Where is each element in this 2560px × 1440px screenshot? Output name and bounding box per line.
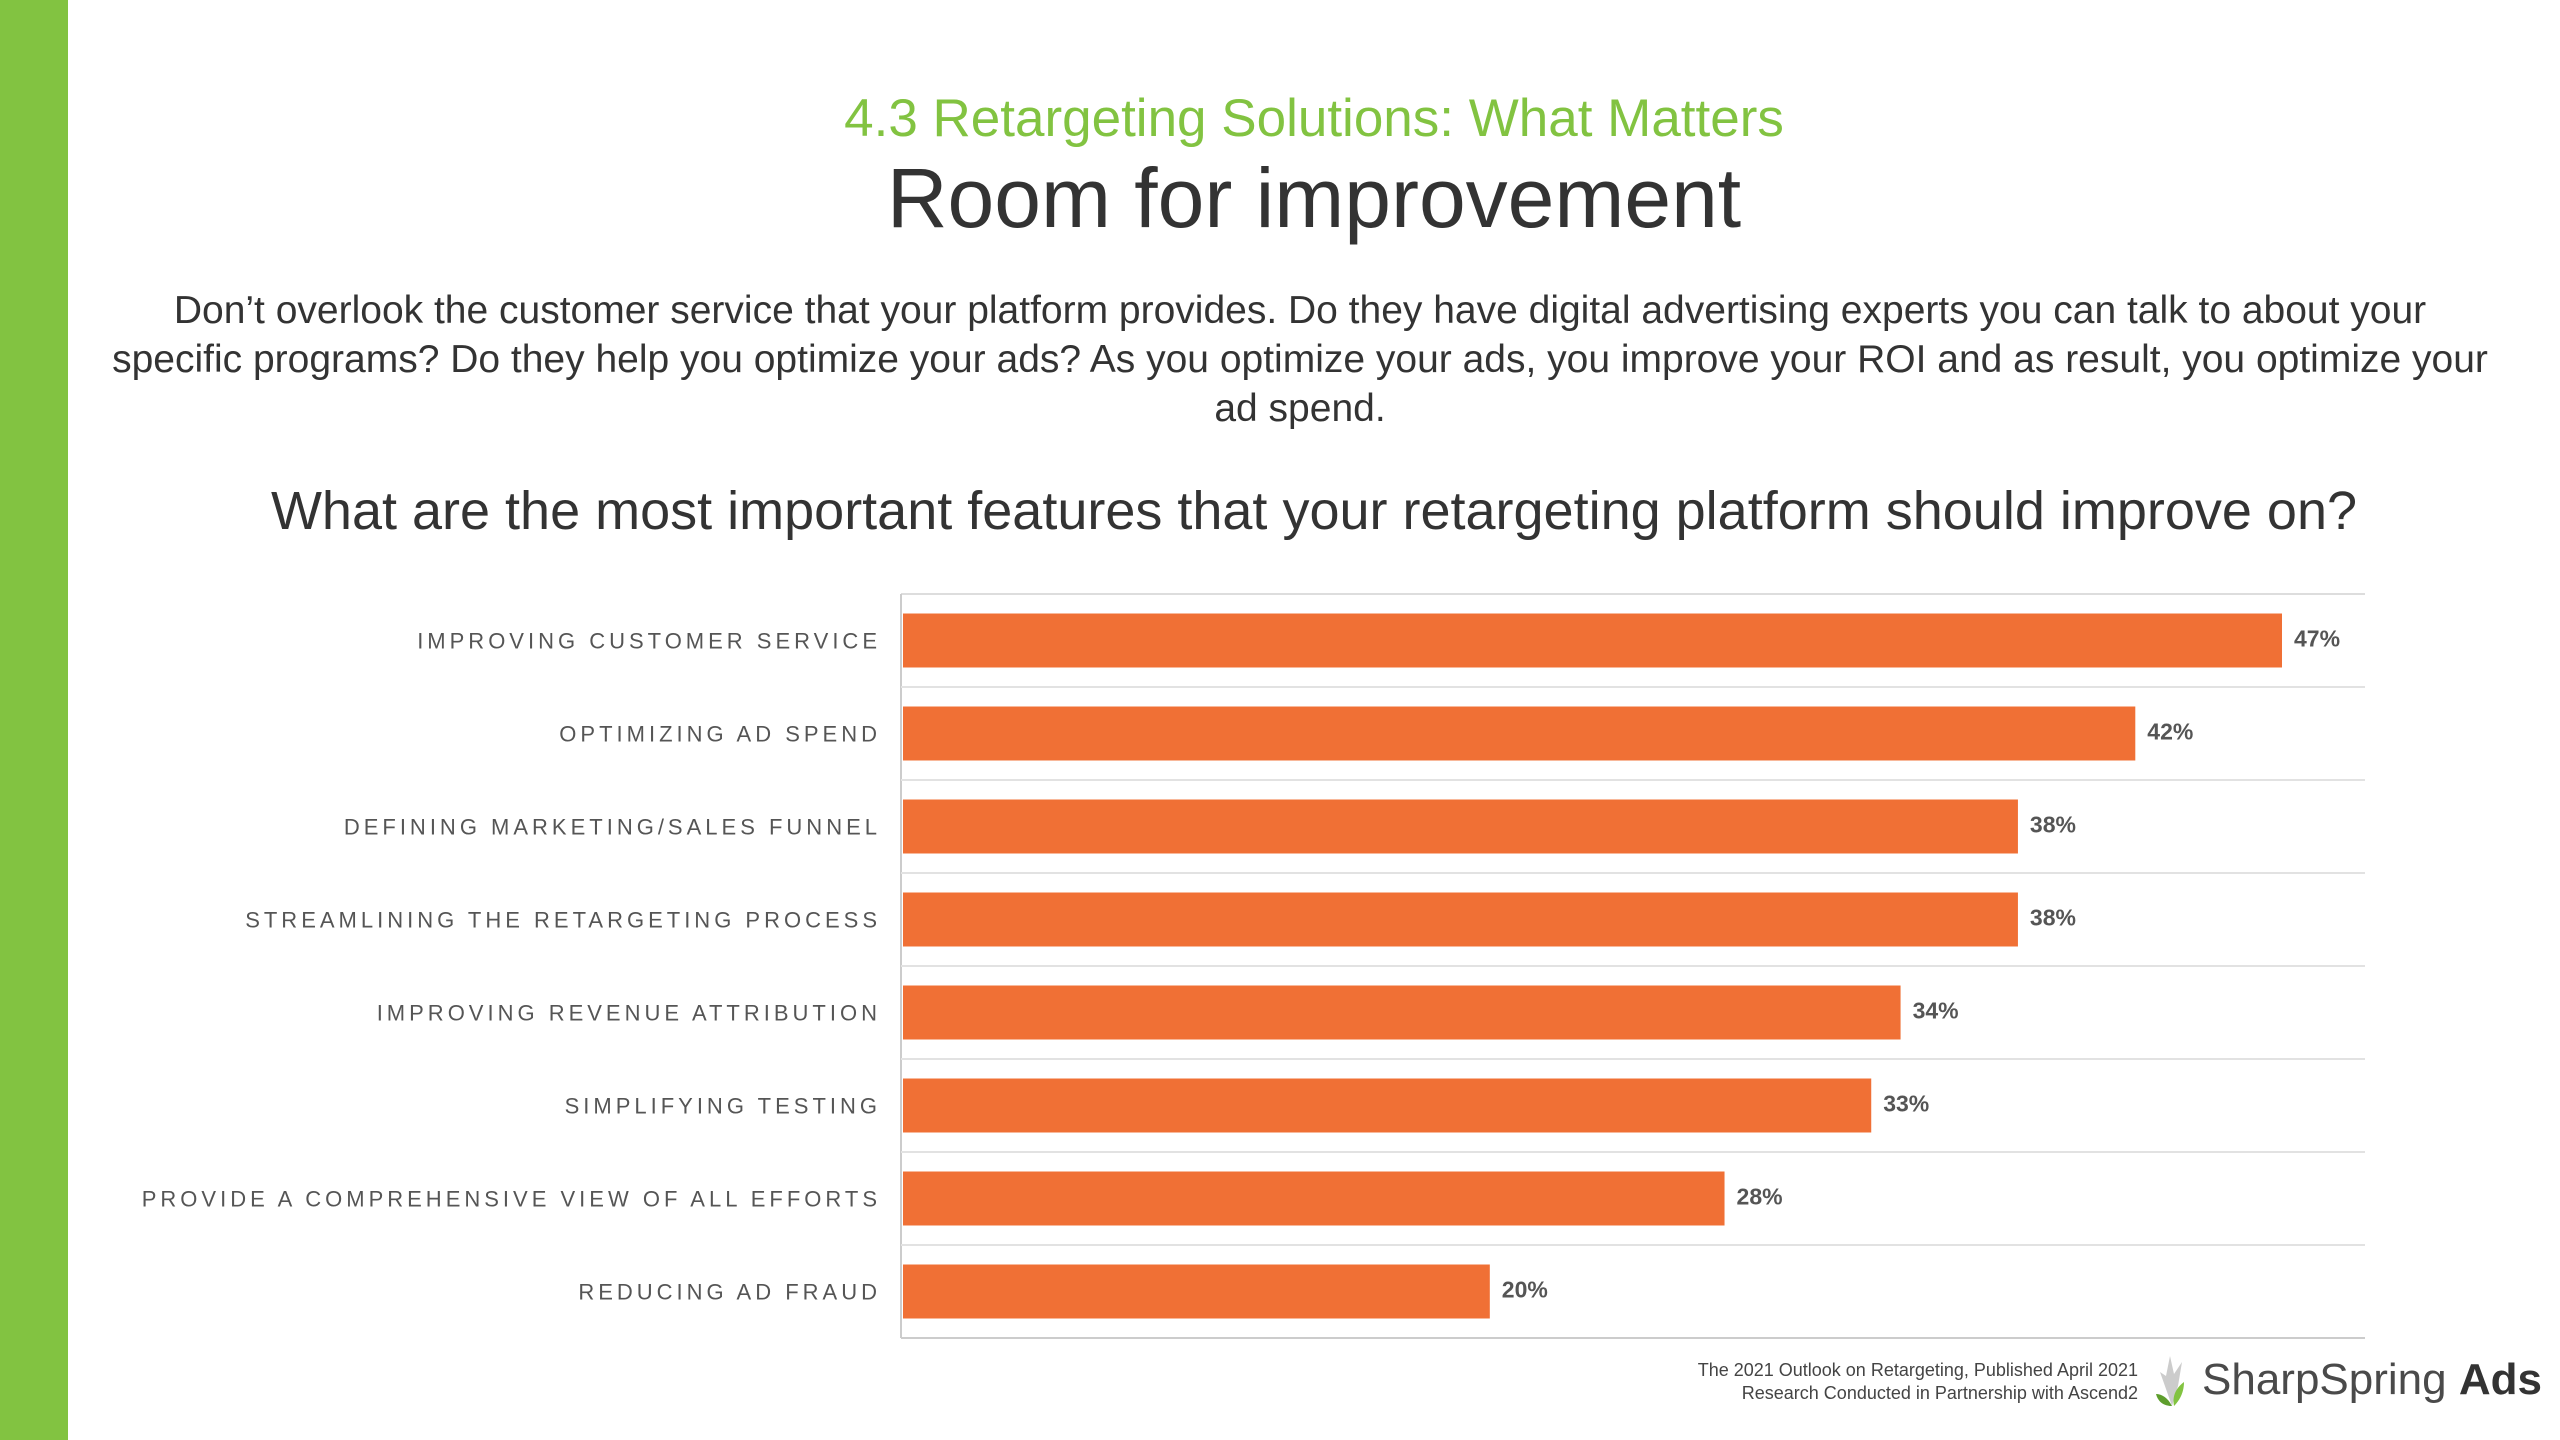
value-label: 47% [2294, 626, 2340, 652]
value-label: 20% [1502, 1277, 1548, 1303]
logo-wordmark: SharpSpring Ads [2202, 1355, 2542, 1405]
bar [903, 1171, 1725, 1226]
bar [903, 1078, 1872, 1133]
bar [903, 799, 2018, 854]
category-label: REDUCING AD FRAUD [578, 1280, 881, 1305]
bar [903, 985, 1901, 1040]
value-label: 34% [1913, 998, 1959, 1024]
value-label: 38% [2030, 812, 2076, 838]
bar [903, 892, 2018, 947]
page-title: Room for improvement [886, 151, 1742, 245]
category-label: STREAMLINING THE RETARGETING PROCESS [245, 908, 881, 933]
value-label: 42% [2147, 719, 2193, 745]
category-label: OPTIMIZING AD SPEND [559, 722, 881, 747]
bar [903, 1264, 1490, 1319]
accent-bar [0, 0, 68, 1440]
source-line-2: Research Conducted in Partnership with A… [1741, 1383, 2138, 1403]
value-label: 33% [1883, 1091, 1929, 1117]
chart-question: What are the most important features tha… [270, 481, 2358, 541]
bar [903, 706, 2136, 761]
value-label: 28% [1737, 1184, 1783, 1210]
category-label: IMPROVING CUSTOMER SERVICE [417, 629, 881, 654]
bar [903, 613, 2282, 668]
category-label: SIMPLIFYING TESTING [565, 1094, 881, 1119]
source-note: The 2021 Outlook on Retargeting, Publish… [1698, 1359, 2138, 1405]
category-label: DEFINING MARKETING/SALES FUNNEL [344, 815, 881, 840]
category-label: PROVIDE A COMPREHENSIVE VIEW OF ALL EFFO… [142, 1187, 881, 1212]
sharpspring-logo: SharpSpring Ads [2150, 1352, 2542, 1408]
intro-paragraph: Don’t overlook the customer service that… [112, 289, 2488, 430]
logo-suffix: Ads [2458, 1355, 2542, 1404]
leaf-logo-icon [2156, 1356, 2184, 1406]
value-label: 38% [2030, 905, 2076, 931]
logo-name: SharpSpring [2202, 1355, 2447, 1404]
source-line-1: The 2021 Outlook on Retargeting, Publish… [1697, 1360, 2138, 1380]
section-title: 4.3 Retargeting Solutions: What Matters [844, 89, 1784, 148]
category-label: IMPROVING REVENUE ATTRIBUTION [377, 1001, 881, 1026]
